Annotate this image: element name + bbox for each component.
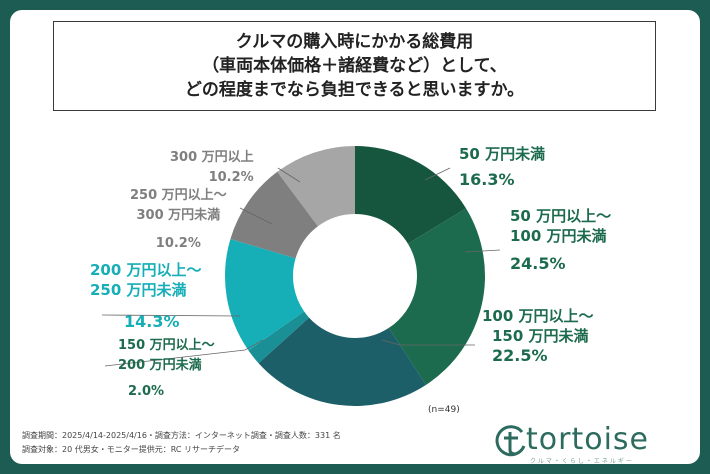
title-line-2: （車両本体価格＋諸経費など）として、 bbox=[202, 56, 507, 76]
slice-label-name: 150 万円以上～ bbox=[118, 338, 215, 353]
label-100-150: 100 万円以上～ 150 万円未満 22.5% bbox=[482, 306, 594, 366]
leader-line-150-200 bbox=[104, 339, 264, 367]
label-200-250: 200 万円以上～ 250 万円未満 14.3% bbox=[90, 260, 202, 332]
slice-label-value: 14.3% bbox=[124, 312, 180, 331]
label-over-300: 300 万円以上 10.2% bbox=[170, 148, 254, 188]
slice-label-name: 300 万円以上 bbox=[170, 150, 254, 165]
slice-label-name: 200 万円未満 bbox=[118, 358, 202, 373]
label-50-100: 50 万円以上～ 100 万円未満 24.5% bbox=[510, 206, 611, 274]
slice-label-name: 50 万円以上～ bbox=[510, 207, 612, 225]
slice-label-value: 2.0% bbox=[128, 384, 165, 399]
slice-150-200 bbox=[248, 311, 310, 364]
slice-250-300 bbox=[230, 171, 318, 259]
slice-label-value: 16.3% bbox=[459, 170, 515, 189]
leader-line-200-250 bbox=[101, 314, 241, 317]
slice-label-name: 300 万円未満 bbox=[136, 208, 221, 223]
leader-line-250-300 bbox=[239, 207, 273, 225]
slice-label-name: 50 万円未満 bbox=[459, 145, 546, 163]
title-line-3: どの程度までなら負担できると思いますか。 bbox=[184, 80, 525, 100]
logo-tagline: クルマ・くらし・エネルギー bbox=[530, 458, 634, 464]
tortoise-logo: tortoise クルマ・くらし・エネルギー bbox=[492, 422, 682, 464]
title-line-1: クルマの購入時にかかる総費用 bbox=[235, 32, 474, 52]
survey-target-note: 調査対象：20 代男女・モニター提供元：RC リサーチデータ bbox=[22, 445, 241, 454]
survey-card: クルマの購入時にかかる総費用 （車両本体価格＋諸経費など）として、 どの程度まで… bbox=[10, 10, 700, 464]
donut-chart bbox=[101, 146, 501, 406]
slice-label-name: 250 万円以上～ bbox=[130, 188, 227, 203]
label-150-200: 150 万円以上～ 200 万円未満 2.0% bbox=[118, 336, 215, 402]
slice-label-name: 150 万円未満 bbox=[492, 327, 589, 345]
leader-line-50-100 bbox=[464, 249, 501, 253]
slice-50-100 bbox=[388, 208, 485, 385]
slice-label-name: 250 万円未満 bbox=[90, 281, 187, 299]
slice-label-name: 100 万円未満 bbox=[510, 227, 607, 245]
label-under-50: 50 万円未満 16.3% bbox=[459, 144, 545, 190]
leader-line-under-50 bbox=[424, 167, 451, 181]
slice-label-value: 10.2% bbox=[208, 170, 254, 185]
slice-label-value: 10.2% bbox=[155, 236, 201, 251]
slice-label-name: 200 万円以上～ bbox=[90, 261, 202, 279]
label-250-300: 250 万円以上～ 300 万円未満 10.2% bbox=[130, 186, 227, 254]
chart-title-box: クルマの購入時にかかる総費用 （車両本体価格＋諸経費など）として、 どの程度まで… bbox=[53, 21, 656, 111]
survey-period-note: 調査期間：2025/4/14-2025/4/16・調査方法：インターネット調査・… bbox=[22, 431, 341, 440]
slice-label-value: 24.5% bbox=[510, 254, 566, 273]
slice-over-300 bbox=[277, 146, 355, 227]
slice-label-value: 22.5% bbox=[492, 346, 548, 365]
tortoise-shell-icon bbox=[495, 425, 526, 457]
slice-100-150 bbox=[258, 317, 427, 406]
slice-200-250 bbox=[224, 238, 305, 351]
slice-label-name: 100 万円以上～ bbox=[482, 307, 594, 325]
leader-line-over-300 bbox=[277, 167, 301, 183]
sample-size-note: (n=49) bbox=[428, 405, 460, 415]
slice-under-50 bbox=[355, 146, 467, 244]
logo-wordmark: tortoise bbox=[526, 422, 649, 457]
leader-line-100-150 bbox=[381, 339, 475, 346]
